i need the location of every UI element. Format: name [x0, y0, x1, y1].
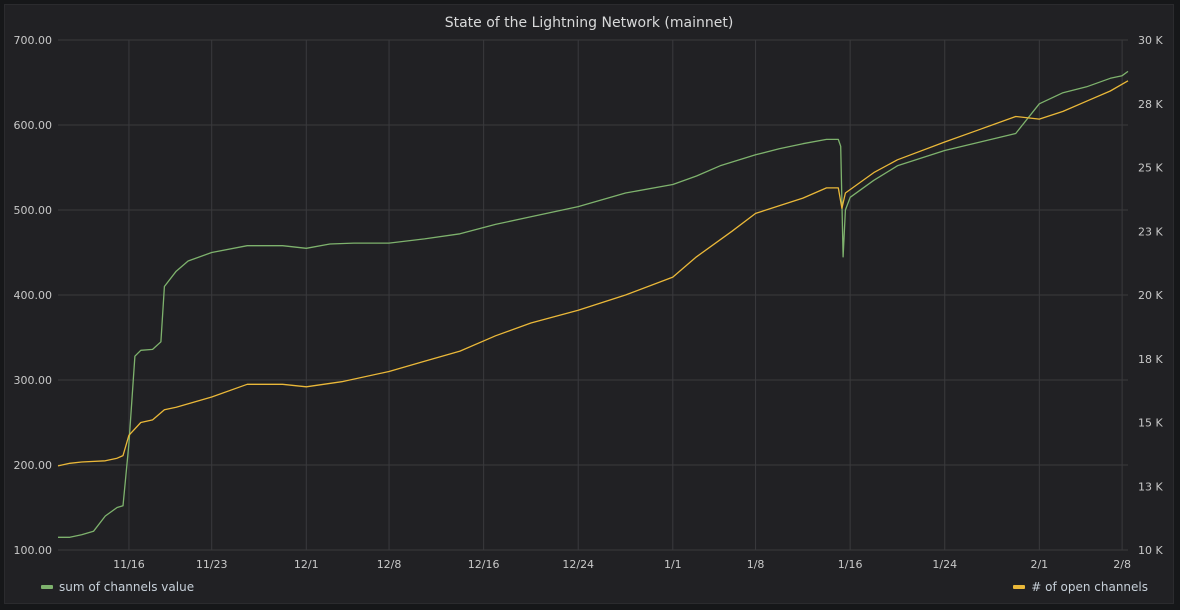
- y-left-tick-label: 400.00: [14, 289, 53, 302]
- y-right-tick-label: 10 K: [1138, 544, 1163, 557]
- series-line-open-channels: [57, 80, 1129, 467]
- chart-title: State of the Lightning Network (mainnet): [444, 15, 734, 31]
- legend-swatch-open-channels: [1013, 585, 1026, 589]
- y-right-tick-label: 30 K: [1138, 34, 1163, 47]
- y-left-tick-label: 200.00: [14, 459, 53, 472]
- chart-panel: State of the Lightning Network (mainnet)…: [4, 4, 1174, 604]
- x-tick-label: 1/8: [747, 558, 765, 571]
- y-right-tick-label: 28 K: [1138, 98, 1163, 111]
- x-tick-label: 12/1: [294, 558, 319, 571]
- x-tick-label: 12/16: [468, 558, 500, 571]
- legend-item-open-channels[interactable]: # of open channels: [1013, 580, 1148, 594]
- y-right-tick-label: 20 K: [1138, 289, 1163, 302]
- legend-label-open-channels: # of open channels: [1031, 580, 1148, 594]
- legend-item-channels-value[interactable]: sum of channels value: [41, 580, 194, 594]
- y-right-tick-label: 23 K: [1138, 225, 1163, 238]
- y-right-tick-label: 25 K: [1138, 162, 1163, 175]
- x-tick-label: 1/16: [838, 558, 863, 571]
- y-right-tick-label: 13 K: [1138, 480, 1163, 493]
- x-tick-label: 12/24: [562, 558, 594, 571]
- x-tick-label: 1/1: [664, 558, 682, 571]
- x-tick-label: 11/16: [113, 558, 145, 571]
- legend-label-channels-value: sum of channels value: [59, 580, 195, 594]
- y-left-tick-label: 600.00: [14, 119, 53, 132]
- x-tick-label: 11/23: [196, 558, 228, 571]
- x-tick-label: 2/1: [1030, 558, 1048, 571]
- x-tick-label: 2/8: [1113, 558, 1131, 571]
- y-right-tick-label: 15 K: [1138, 417, 1163, 430]
- y-left-tick-label: 500.00: [14, 204, 53, 217]
- y-left-tick-label: 100.00: [14, 544, 53, 557]
- legend-swatch-channels-value: [41, 585, 53, 589]
- series-line-channels-value: [58, 70, 1129, 538]
- x-tick-label: 1/24: [932, 558, 957, 571]
- x-tick-label: 12/8: [377, 558, 402, 571]
- y-right-tick-label: 18 K: [1138, 353, 1163, 366]
- y-left-tick-label: 700.00: [14, 34, 53, 47]
- y-left-tick-label: 300.00: [14, 374, 53, 387]
